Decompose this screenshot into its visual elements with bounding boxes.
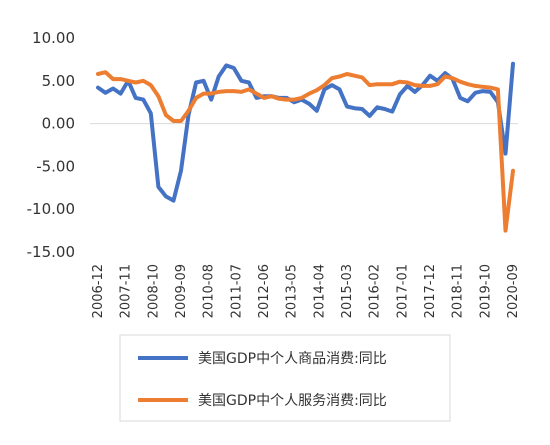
x-tick-label: 2019-10 [478, 264, 493, 318]
y-axis: 10.00 5.00 0.00 -5.00 -10.00 -15.00 [27, 29, 75, 261]
x-tick-label: 2012-06 [257, 264, 272, 318]
x-tick-label: 2008-10 [146, 264, 161, 318]
x-tick-label: 2011-07 [229, 264, 244, 318]
y-tick-label: -5.00 [36, 157, 75, 175]
y-tick-label: -15.00 [27, 243, 75, 261]
legend-label-1: 美国GDP中个人商品消费:同比 [198, 351, 387, 367]
y-tick-label: 5.00 [42, 72, 75, 90]
x-tick-label: 2007-11 [119, 264, 134, 318]
series-lines [96, 61, 515, 233]
x-tick-label: 2020-09 [506, 264, 521, 318]
legend-box [119, 334, 451, 422]
x-tick-label: 2010-08 [202, 264, 217, 318]
x-tick-label: 2009-09 [174, 264, 189, 318]
x-tick-label: 2017-12 [423, 264, 438, 318]
y-tick-label: -10.00 [27, 200, 75, 218]
x-tick-label: 2018-11 [451, 264, 466, 318]
x-tick-label: 2015-03 [340, 264, 355, 318]
x-tick-label: 2016-02 [368, 264, 383, 318]
x-tick-label: 2014-04 [312, 264, 327, 318]
series-line-2 [96, 70, 515, 233]
x-tick-label: 2017-01 [395, 264, 410, 318]
x-tick-label: 2006-12 [91, 264, 106, 318]
x-axis: 2006-12 2007-11 2008-10 2009-09 2010-08 2011-… [91, 264, 521, 318]
series-line-1 [96, 61, 515, 203]
y-tick-label: 10.00 [32, 29, 75, 47]
y-tick-label: 0.00 [42, 115, 75, 133]
legend-label-2: 美国GDP中个人服务消费:同比 [198, 393, 387, 409]
x-tick-label: 2013-05 [285, 264, 300, 318]
